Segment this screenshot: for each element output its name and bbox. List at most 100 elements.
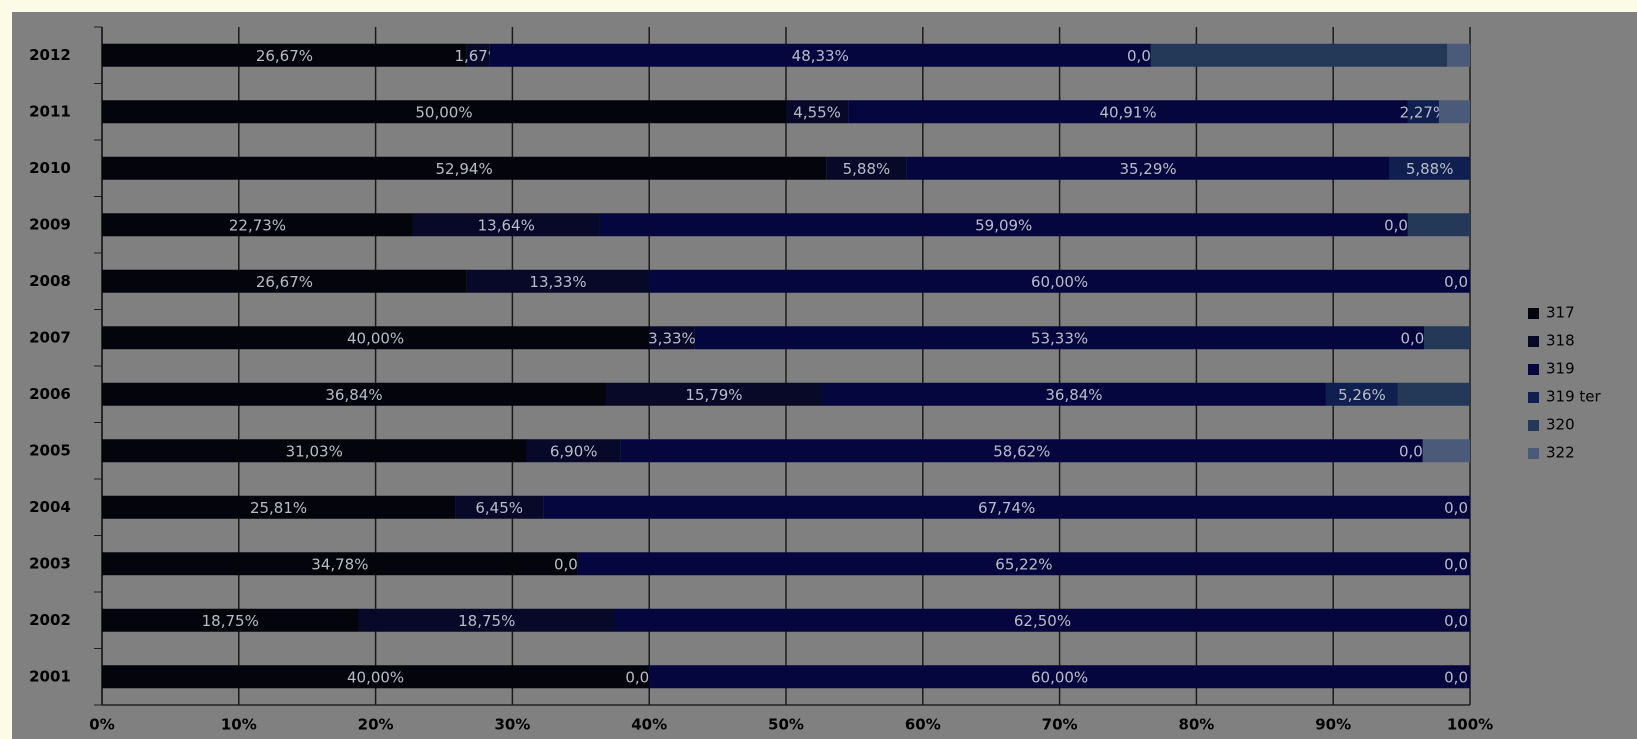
data-label: 26,67%	[256, 273, 313, 291]
bar-segment	[821, 382, 1326, 406]
x-tick-label: 0%	[89, 716, 114, 734]
data-label: 31,03%	[286, 442, 343, 460]
bar-segment	[526, 439, 621, 463]
legend-label: 318	[1546, 332, 1575, 350]
data-label: 62,50%	[1014, 612, 1071, 630]
bar-segment	[1422, 439, 1470, 463]
bar-segment	[358, 608, 615, 632]
bar-segment	[102, 608, 359, 632]
bar-segment	[615, 608, 1470, 632]
data-label: 5,88%	[843, 160, 891, 178]
bar-segment	[102, 439, 527, 463]
x-tick-label: 10%	[221, 716, 257, 734]
bar-segment	[102, 43, 467, 67]
bar-segment	[599, 213, 1408, 237]
data-label: 25,81%	[250, 499, 307, 517]
bar-segment	[649, 269, 1470, 293]
bar-segment	[102, 100, 786, 124]
bar-segment	[694, 326, 1425, 350]
data-label: 15,79%	[685, 386, 742, 404]
bar-segment	[489, 43, 1151, 67]
bar-segment	[1438, 100, 1470, 124]
bar-segment	[826, 156, 907, 180]
data-label: 3,33%	[648, 329, 696, 347]
data-label: 34,78%	[311, 555, 368, 573]
y-tick-label: 2009	[29, 215, 71, 233]
x-tick-label: 50%	[768, 716, 804, 734]
bar-segment	[1389, 156, 1470, 180]
legend-swatch	[1528, 308, 1539, 319]
data-label: 5,88%	[1406, 160, 1454, 178]
y-tick-label: 2004	[29, 498, 71, 516]
bar-segment	[102, 382, 606, 406]
data-label: 6,45%	[475, 499, 523, 517]
data-label: 50,00%	[415, 103, 472, 121]
data-label: 58,62%	[993, 442, 1050, 460]
data-label: 40,91%	[1099, 103, 1156, 121]
bar-segment	[412, 213, 600, 237]
bar-segment	[102, 156, 827, 180]
bar-segment	[102, 269, 467, 293]
legend-label: 319	[1546, 360, 1575, 378]
data-label: 13,64%	[478, 216, 535, 234]
bar-segment	[1325, 382, 1398, 406]
legend-label: 317	[1546, 304, 1575, 322]
data-label: 2,27%	[1400, 103, 1448, 121]
data-label: 65,22%	[995, 555, 1052, 573]
x-tick-label: 80%	[1178, 716, 1214, 734]
x-tick-label: 70%	[1042, 716, 1078, 734]
legend-label: 320	[1546, 416, 1575, 434]
y-tick-label: 2006	[29, 385, 71, 403]
data-label: 53,33%	[1031, 329, 1088, 347]
x-tick-label: 40%	[631, 716, 667, 734]
legend-swatch	[1528, 420, 1539, 431]
bar-segment	[102, 665, 650, 689]
bar-segment	[1424, 326, 1470, 350]
x-tick-label: 60%	[905, 716, 941, 734]
data-label: 0,0	[1444, 273, 1468, 291]
bar-segment	[848, 100, 1408, 124]
bar-segment	[649, 326, 695, 350]
legend-label: 319 ter	[1546, 388, 1602, 406]
bar-segment	[786, 100, 849, 124]
legend-swatch	[1528, 364, 1539, 375]
x-tick-label: 30%	[494, 716, 530, 734]
bar-segment	[102, 213, 413, 237]
data-label: 40,00%	[347, 329, 404, 347]
data-label: 18,75%	[202, 612, 259, 630]
y-tick-label: 2002	[29, 611, 71, 629]
data-label: 6,90%	[550, 442, 598, 460]
x-tick-label: 90%	[1315, 716, 1351, 734]
bar-segment	[620, 439, 1423, 463]
data-label: 35,29%	[1119, 160, 1176, 178]
data-label: 36,84%	[1045, 386, 1102, 404]
y-tick-label: 2005	[29, 441, 71, 459]
y-tick-label: 2007	[29, 328, 71, 346]
x-tick-label: 20%	[358, 716, 394, 734]
data-label: 0,0	[1444, 668, 1468, 686]
data-label: 13,33%	[529, 273, 586, 291]
data-label: 52,94%	[436, 160, 493, 178]
data-label: 60,00%	[1031, 273, 1088, 291]
data-label: 18,75%	[458, 612, 515, 630]
legend-swatch	[1528, 392, 1539, 403]
data-label: 59,09%	[975, 216, 1032, 234]
bar-segment	[1447, 43, 1471, 67]
data-label: 48,33%	[792, 47, 849, 65]
bar-segment	[649, 665, 1470, 689]
bar-segment	[577, 552, 1470, 576]
data-label: 0,0	[1444, 499, 1468, 517]
bar-segment	[1407, 100, 1439, 124]
y-tick-label: 2001	[29, 667, 71, 685]
legend-swatch	[1528, 448, 1539, 459]
data-label: 67,74%	[978, 499, 1035, 517]
bar-segment	[605, 382, 822, 406]
y-tick-label: 2008	[29, 272, 71, 290]
y-tick-label: 2012	[29, 46, 71, 64]
bar-segment	[455, 495, 544, 519]
bar-segment	[1150, 43, 1448, 67]
x-tick-label: 100%	[1447, 716, 1493, 734]
bar-segment	[102, 326, 650, 350]
bar-segment	[102, 552, 578, 576]
